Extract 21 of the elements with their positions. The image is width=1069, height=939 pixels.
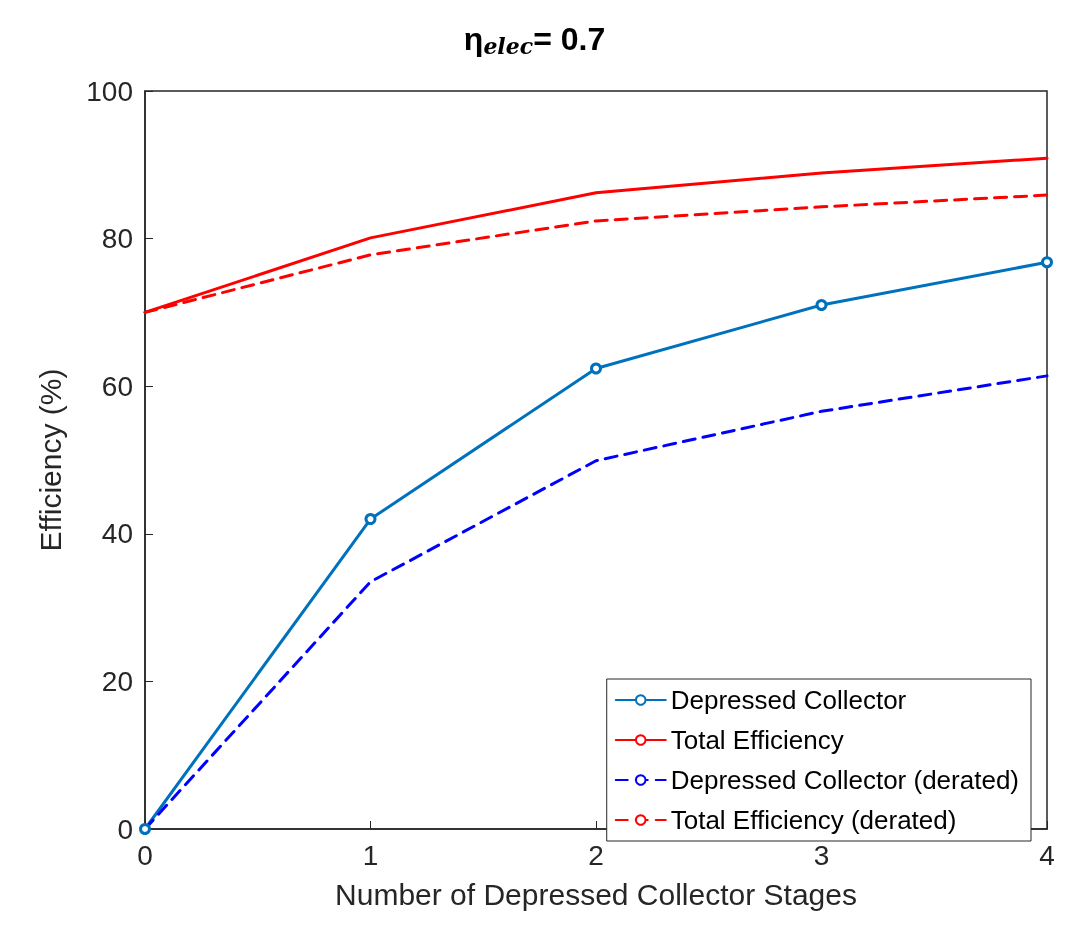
y-tick-label: 100 — [86, 75, 133, 107]
legend-label: Depressed Collector (derated) — [670, 765, 1020, 795]
y-axis-title: Efficiency (%) — [33, 368, 67, 552]
legend-label: Total Efficiency — [670, 725, 844, 755]
legend-label: Depressed Collector — [670, 685, 907, 715]
x-axis-title: Number of Depressed Collector Stages — [335, 877, 857, 911]
x-tick-label: 3 — [813, 839, 830, 871]
y-tick-label: 20 — [101, 665, 133, 697]
x-tick-label: 2 — [588, 839, 604, 871]
y-tick-label: 40 — [101, 518, 133, 550]
point — [815, 299, 828, 312]
x-tick-label: 4 — [1039, 839, 1055, 871]
y-tick-label: 80 — [101, 223, 133, 255]
y-tick-label: 0 — [117, 813, 133, 845]
legend-label: Total Efficiency (derated) — [670, 805, 957, 835]
point — [364, 513, 377, 526]
point — [1041, 256, 1053, 269]
x-tick-label: 0 — [137, 839, 153, 871]
point — [590, 362, 602, 375]
y-tick-label: 60 — [101, 370, 133, 402]
x-tick-label: 1 — [362, 839, 379, 871]
